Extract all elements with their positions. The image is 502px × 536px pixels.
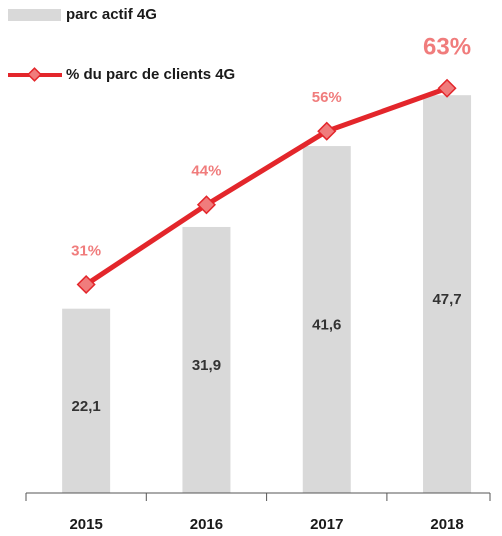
legend-swatch-bar [8,9,61,21]
bar-value-label: 41,6 [312,316,341,333]
line [84,85,448,287]
legend-marker [27,67,42,82]
bar [302,146,351,493]
legend-label: % du parc de clients 4G [66,66,236,83]
x-tick-label: 2018 [430,516,463,533]
bar [62,308,111,493]
x-tick-label: 2015 [69,516,102,533]
line-marker [76,274,96,295]
line-value-label: 56% [312,89,342,106]
x-tick-label: 2017 [310,516,343,533]
line-value-label: 44% [191,163,221,180]
bar [423,95,472,493]
line-value-label: 63% [423,34,471,61]
bar-value-label: 47,7 [432,291,461,308]
bar-value-label: 31,9 [192,357,221,374]
legend-label: parc actif 4G [66,6,157,23]
bar [182,226,231,494]
line-value-label: 31% [71,242,101,259]
line-marker [196,195,216,215]
x-tick-label: 2016 [190,516,223,533]
bar-value-label: 22,1 [72,398,101,415]
line-marker [437,78,457,98]
line-marker [317,121,337,141]
